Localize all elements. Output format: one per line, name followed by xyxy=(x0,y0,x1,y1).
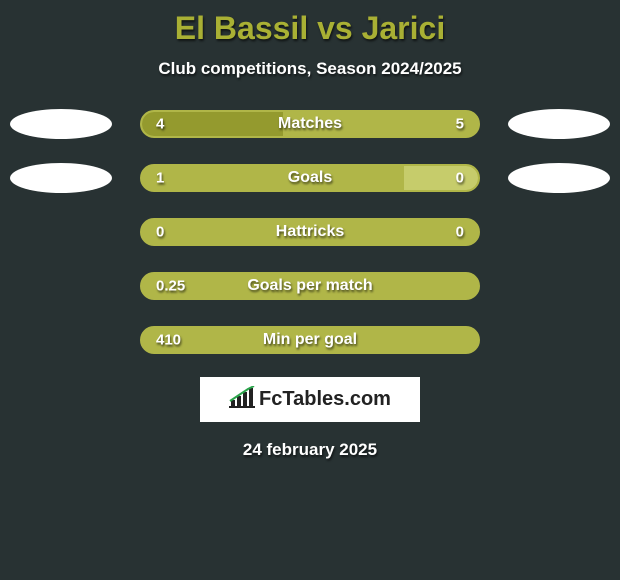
stat-right-value: 0 xyxy=(456,224,464,241)
spacer xyxy=(10,325,112,355)
stat-bar: 0.25 Goals per match xyxy=(140,272,480,300)
stat-bar: 410 Min per goal xyxy=(140,326,480,354)
stat-right-value: 0 xyxy=(456,170,464,187)
date-text: 24 february 2025 xyxy=(0,440,620,460)
stat-bar: 4 5 Matches xyxy=(140,110,480,138)
spacer xyxy=(508,217,610,247)
stat-label: Goals per match xyxy=(247,277,372,295)
stat-left-value: 0 xyxy=(156,224,164,241)
stat-label: Goals xyxy=(288,169,332,187)
logo-chart-icon xyxy=(229,386,255,413)
stat-row: 1 0 Goals xyxy=(0,163,620,193)
page-title: El Bassil vs Jarici xyxy=(0,0,620,47)
logo-box: FcTables.com xyxy=(200,377,420,422)
stat-left-value: 4 xyxy=(156,116,164,133)
stat-label: Hattricks xyxy=(276,223,344,241)
player-left-marker xyxy=(10,163,112,193)
stat-label: Min per goal xyxy=(263,331,357,349)
stat-row: 410 Min per goal xyxy=(0,325,620,355)
spacer xyxy=(10,271,112,301)
stat-right-value: 5 xyxy=(456,116,464,133)
spacer xyxy=(508,271,610,301)
player-right-marker xyxy=(508,109,610,139)
bar-fill-right xyxy=(404,166,478,190)
stat-bar: 1 0 Goals xyxy=(140,164,480,192)
stat-left-value: 0.25 xyxy=(156,278,185,295)
stats-rows: 4 5 Matches 1 0 Goals 0 0 Hattricks 0.25 Goals per… xyxy=(0,109,620,355)
player-right-marker xyxy=(508,163,610,193)
subtitle: Club competitions, Season 2024/2025 xyxy=(0,59,620,79)
stat-row: 0 0 Hattricks xyxy=(0,217,620,247)
stat-row: 4 5 Matches xyxy=(0,109,620,139)
stat-row: 0.25 Goals per match xyxy=(0,271,620,301)
logo-text: FcTables.com xyxy=(259,388,391,411)
container: El Bassil vs Jarici Club competitions, S… xyxy=(0,0,620,580)
stat-label: Matches xyxy=(278,115,342,133)
player-left-marker xyxy=(10,109,112,139)
stat-bar: 0 0 Hattricks xyxy=(140,218,480,246)
stat-left-value: 1 xyxy=(156,170,164,187)
spacer xyxy=(508,325,610,355)
spacer xyxy=(10,217,112,247)
stat-left-value: 410 xyxy=(156,332,181,349)
